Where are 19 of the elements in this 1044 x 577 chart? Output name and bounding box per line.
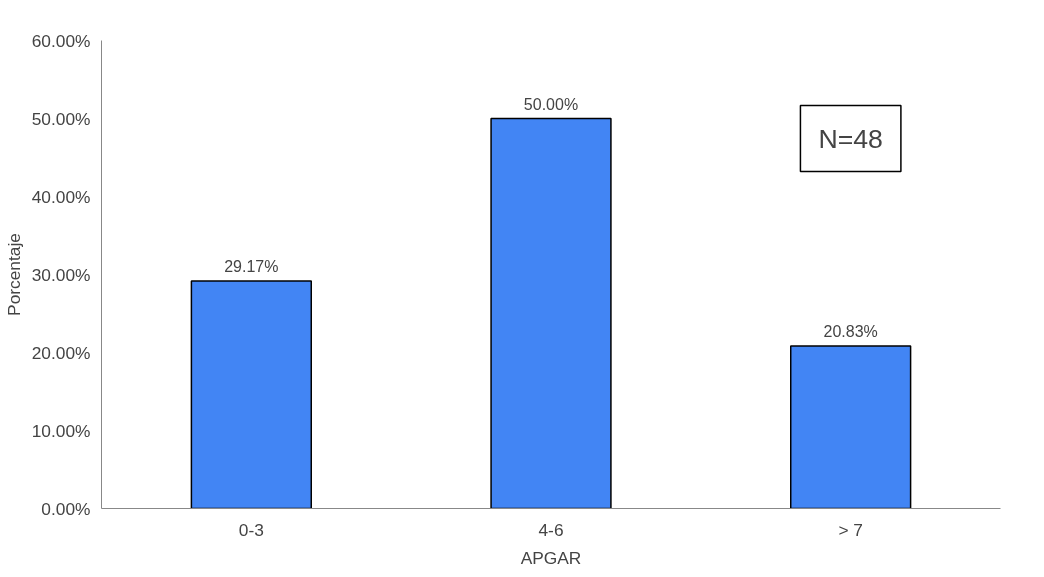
bar	[190, 280, 313, 509]
y-tick-label: 20.00%	[31, 342, 91, 363]
y-tick-label: 0.00%	[41, 498, 91, 519]
y-tick-label: 10.00%	[31, 420, 91, 441]
annotation: N=48	[818, 123, 883, 154]
data-label: 20.83%	[823, 323, 878, 341]
y-tick-label: 60.00%	[31, 30, 91, 51]
y-tick-label: 50.00%	[31, 108, 91, 129]
x-tick-label: 4-6	[538, 519, 564, 540]
y-tick-label: 40.00%	[31, 186, 91, 207]
y-tick-label: 30.00%	[31, 264, 91, 285]
y-axis-title: Porcentaje	[3, 233, 24, 316]
bar	[789, 345, 912, 509]
data-label: 50.00%	[523, 95, 579, 113]
x-tick-label: > 7	[838, 519, 863, 540]
data-label: 29.17%	[224, 257, 279, 275]
bar	[490, 117, 612, 509]
x-tick-label: 0-3	[238, 519, 264, 540]
x-axis-title: APGAR	[520, 547, 582, 568]
